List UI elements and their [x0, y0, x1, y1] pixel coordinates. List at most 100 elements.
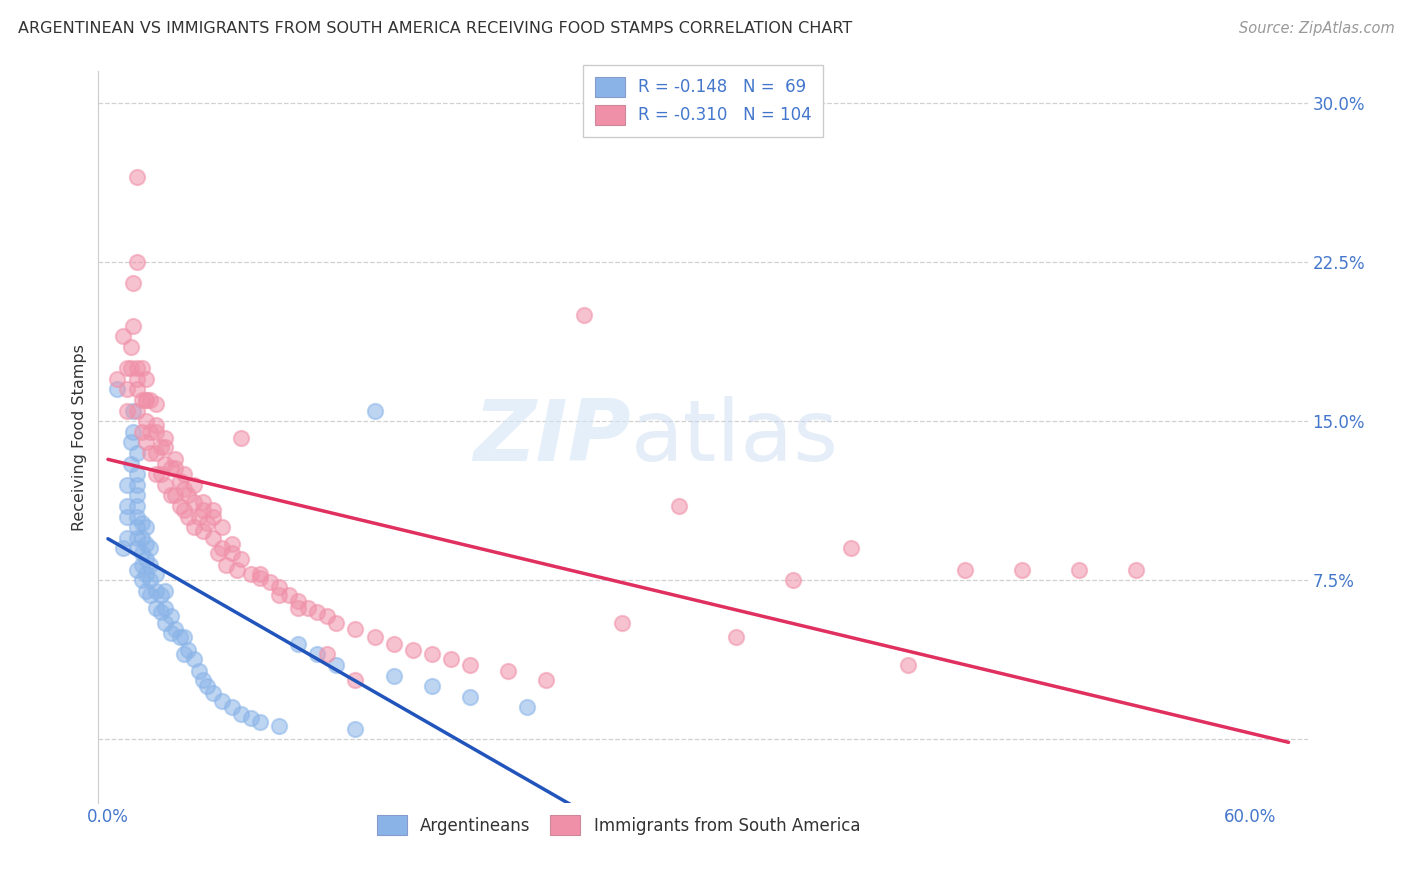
- Y-axis label: Receiving Food Stamps: Receiving Food Stamps: [72, 343, 87, 531]
- Point: [153, 440, 176, 454]
- Point: [115, 403, 138, 417]
- Point: [173, 467, 195, 482]
- Point: [150, 467, 173, 482]
- Point: [287, 637, 309, 651]
- Point: [183, 651, 205, 665]
- Point: [121, 277, 143, 291]
- Point: [226, 563, 249, 577]
- Point: [169, 631, 191, 645]
- Point: [269, 588, 291, 602]
- Point: [173, 631, 195, 645]
- Point: [131, 573, 153, 587]
- Point: [1125, 563, 1147, 577]
- Point: [131, 425, 153, 439]
- Point: [125, 520, 148, 534]
- Point: [458, 658, 481, 673]
- Point: [269, 719, 291, 733]
- Point: [183, 520, 205, 534]
- Point: [120, 435, 142, 450]
- Point: [725, 631, 748, 645]
- Point: [125, 446, 148, 460]
- Point: [125, 477, 148, 491]
- Point: [287, 594, 309, 608]
- Point: [120, 457, 142, 471]
- Point: [1067, 563, 1090, 577]
- Point: [221, 546, 243, 560]
- Point: [231, 552, 253, 566]
- Point: [153, 431, 176, 445]
- Point: [195, 516, 218, 530]
- Point: [153, 615, 176, 630]
- Point: [211, 520, 233, 534]
- Point: [115, 499, 138, 513]
- Point: [125, 563, 148, 577]
- Point: [207, 546, 229, 560]
- Point: [139, 425, 162, 439]
- Point: [135, 552, 157, 566]
- Point: [344, 722, 367, 736]
- Point: [177, 509, 200, 524]
- Point: [115, 383, 138, 397]
- Point: [115, 361, 138, 376]
- Point: [307, 605, 329, 619]
- Point: [420, 648, 443, 662]
- Point: [139, 392, 162, 407]
- Point: [191, 524, 214, 539]
- Point: [183, 494, 205, 508]
- Point: [496, 665, 519, 679]
- Text: Source: ZipAtlas.com: Source: ZipAtlas.com: [1239, 21, 1395, 37]
- Point: [382, 668, 405, 682]
- Point: [183, 477, 205, 491]
- Point: [159, 609, 181, 624]
- Text: atlas: atlas: [630, 395, 838, 479]
- Point: [125, 509, 148, 524]
- Point: [249, 571, 271, 585]
- Point: [107, 383, 129, 397]
- Point: [239, 566, 262, 581]
- Point: [534, 673, 557, 687]
- Point: [163, 622, 186, 636]
- Point: [112, 329, 135, 343]
- Point: [440, 651, 463, 665]
- Point: [125, 541, 148, 556]
- Point: [269, 580, 291, 594]
- Point: [363, 403, 385, 417]
- Point: [782, 573, 804, 587]
- Point: [188, 665, 211, 679]
- Point: [159, 460, 181, 475]
- Point: [153, 477, 176, 491]
- Point: [145, 467, 167, 482]
- Point: [150, 588, 173, 602]
- Point: [897, 658, 920, 673]
- Point: [249, 566, 271, 581]
- Point: [135, 520, 157, 534]
- Point: [221, 700, 243, 714]
- Point: [307, 648, 329, 662]
- Point: [139, 573, 162, 587]
- Point: [159, 488, 181, 502]
- Point: [131, 546, 153, 560]
- Point: [115, 477, 138, 491]
- Point: [125, 383, 148, 397]
- Point: [125, 361, 148, 376]
- Point: [1011, 563, 1033, 577]
- Point: [145, 566, 167, 581]
- Point: [191, 494, 214, 508]
- Point: [211, 541, 233, 556]
- Point: [121, 403, 143, 417]
- Point: [135, 372, 157, 386]
- Point: [125, 488, 148, 502]
- Point: [153, 600, 176, 615]
- Point: [125, 467, 148, 482]
- Point: [120, 361, 142, 376]
- Point: [135, 583, 157, 598]
- Point: [131, 392, 153, 407]
- Point: [145, 446, 167, 460]
- Point: [139, 588, 162, 602]
- Point: [201, 685, 224, 699]
- Point: [135, 566, 157, 581]
- Point: [382, 637, 405, 651]
- Point: [401, 643, 423, 657]
- Point: [221, 537, 243, 551]
- Point: [839, 541, 862, 556]
